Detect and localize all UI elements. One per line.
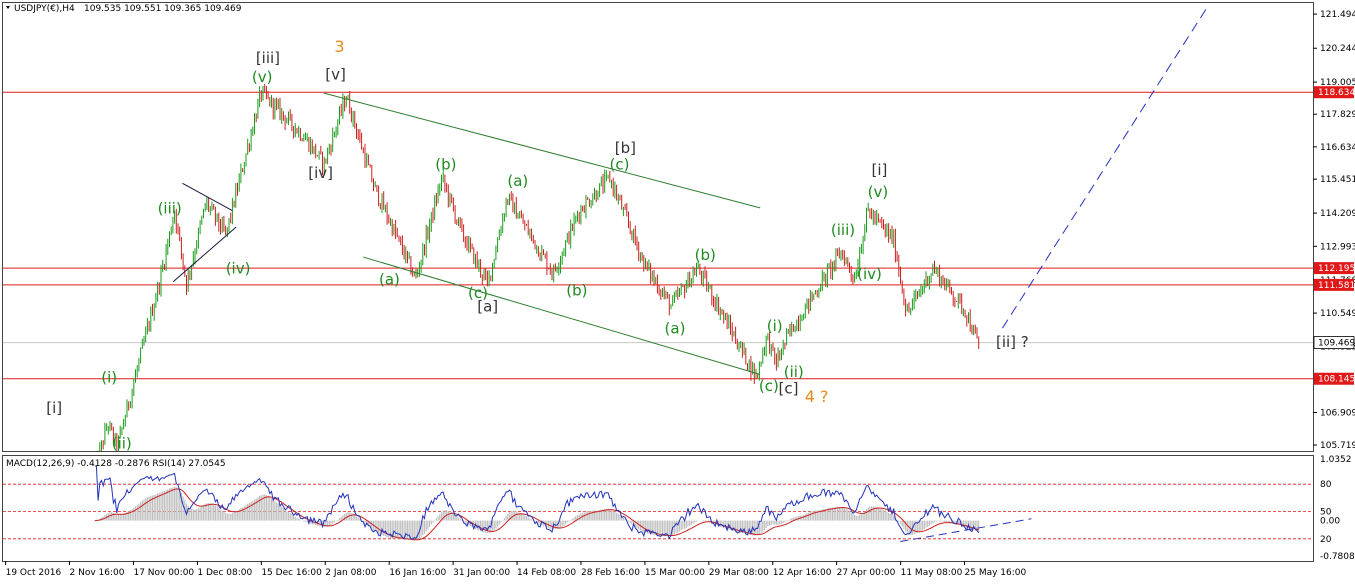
y-tick-label: 114.209 — [1320, 209, 1355, 219]
x-tick-label: 16 Jan 16:00 — [389, 568, 446, 578]
wave-label: [a] — [477, 298, 498, 316]
wave-label: [v] — [325, 65, 346, 83]
level-price-label: 118.634 — [1318, 88, 1355, 98]
level-price-box — [1314, 278, 1354, 291]
x-tick-label: 29 Mar 08:00 — [709, 568, 769, 578]
y-tick-label: 121.494 — [1320, 10, 1355, 20]
wave-label: [iv] — [308, 164, 333, 182]
y-tick-label: 120.244 — [1320, 44, 1355, 54]
oscillator-axis-label: 1.0352 — [1320, 455, 1352, 465]
wave-label: [c] — [779, 380, 799, 398]
axes: 121.494 120.244 119.005 117.829 116.634 115.4… — [5, 10, 1355, 578]
y-tick-label: 116.634 — [1320, 143, 1355, 153]
indicator-panel — [3, 465, 1313, 543]
wave-label: [ii] ? — [996, 333, 1029, 351]
wave-label: 3 — [334, 37, 344, 56]
x-tick-label: 14 Feb 08:00 — [517, 568, 576, 578]
wave-label: [i] — [872, 161, 888, 179]
level-price-box — [1314, 262, 1354, 275]
wave-label: (iii) — [158, 199, 182, 217]
wave-label: (iv) — [226, 259, 251, 277]
macd-signal-line — [94, 488, 979, 541]
x-tick-label: 12 Apr 16:00 — [773, 568, 832, 578]
wave-label: (ii) — [784, 363, 804, 381]
wave-label: (b) — [695, 246, 716, 264]
x-tick-label: 31 Jan 00:00 — [453, 568, 510, 578]
y-tick-label: 105.719 — [1320, 441, 1355, 451]
x-tick-label: 25 May 16:00 — [965, 568, 1027, 578]
triangle-line[interactable] — [172, 226, 237, 283]
wave-label: [i] — [46, 399, 62, 417]
triangle-line[interactable] — [182, 182, 233, 212]
current-price-box — [1313, 336, 1355, 349]
x-tick-label: 1 Dec 08:00 — [197, 568, 252, 578]
wave-label: (iii) — [831, 221, 855, 239]
wave-label: 4 ? — [805, 387, 829, 406]
y-tick-label: 112.993 — [1320, 242, 1355, 252]
wave-label: (a) — [507, 172, 528, 190]
oscillator-axis-label: 0.00 — [1320, 517, 1340, 527]
oscillator-axis-label: 80 — [1320, 480, 1332, 490]
wave-label: (c) — [759, 377, 779, 395]
wave-label: (a) — [665, 320, 686, 338]
wave-label: (ii) — [112, 434, 132, 452]
x-tick-label: 19 Oct 2016 — [6, 568, 62, 578]
x-tick-label: 27 Apr 00:00 — [837, 568, 896, 578]
wave-label: (b) — [435, 156, 456, 174]
wave-label: [iii] — [256, 49, 280, 67]
wave-label: (c) — [468, 284, 488, 302]
x-tick-label: 2 Jan 08:00 — [325, 568, 377, 578]
y-tick-label: 115.451 — [1320, 175, 1355, 185]
main-panel-frame — [2, 2, 1314, 452]
y-tick-label: 119.005 — [1320, 78, 1355, 88]
dropdown-arrow-icon[interactable] — [6, 6, 10, 9]
y-tick-label: 106.909 — [1320, 409, 1355, 419]
wave-label: (i) — [767, 317, 783, 335]
wave-label: (a) — [379, 270, 400, 288]
indicator-panel-frame — [2, 455, 1314, 562]
wave-label: (b) — [566, 281, 587, 299]
oscillator-axis-label: 20 — [1320, 535, 1332, 545]
level-price-label: 108.145 — [1318, 375, 1355, 385]
x-tick-label: 2 Nov 16:00 — [70, 568, 125, 578]
oscillator-axis-label: -0.7808 — [1320, 552, 1355, 562]
oscillator-trend-line[interactable] — [900, 518, 1032, 543]
current-price-label: 109.469 — [1318, 339, 1355, 349]
symbol-label: USDJPY(€),H4 — [14, 4, 75, 14]
x-tick-label: 15 Mar 00:00 — [645, 568, 705, 578]
rsi-line — [94, 465, 980, 540]
y-tick-label: 117.829 — [1320, 110, 1355, 120]
oscillator-axis-label: 50 — [1320, 508, 1332, 518]
y-tick-label: 110.549 — [1320, 309, 1355, 319]
wave-label: [b] — [615, 139, 636, 157]
level-price-box — [1314, 372, 1354, 385]
level-price-label: 111.581 — [1318, 281, 1355, 291]
x-tick-label: 11 May 08:00 — [901, 568, 963, 578]
price-panel: [i](i)(ii)(iii)(iv)(v)[iii][iv][v]3(a)(b… — [3, 5, 1313, 452]
level-price-label: 112.195 — [1318, 264, 1355, 274]
indicator-readout: MACD(12,26,9) -0.4128 -0.2876 RSI(14) 27… — [6, 459, 226, 469]
wave-label: (i) — [101, 369, 117, 387]
level-price-box — [1314, 86, 1354, 99]
wave-label: (v) — [868, 183, 889, 201]
channel-line[interactable] — [363, 256, 761, 375]
wave-label: (c) — [610, 156, 630, 174]
x-tick-label: 17 Nov 00:00 — [133, 568, 194, 578]
x-tick-label: 15 Dec 16:00 — [261, 568, 322, 578]
wave-label: (iv) — [857, 265, 882, 283]
wave-label: (v) — [252, 68, 273, 86]
channel-line[interactable] — [323, 92, 761, 209]
x-tick-label: 28 Feb 16:00 — [581, 568, 640, 578]
ohlc-readout: 109.535 109.551 109.365 109.469 — [84, 4, 242, 14]
